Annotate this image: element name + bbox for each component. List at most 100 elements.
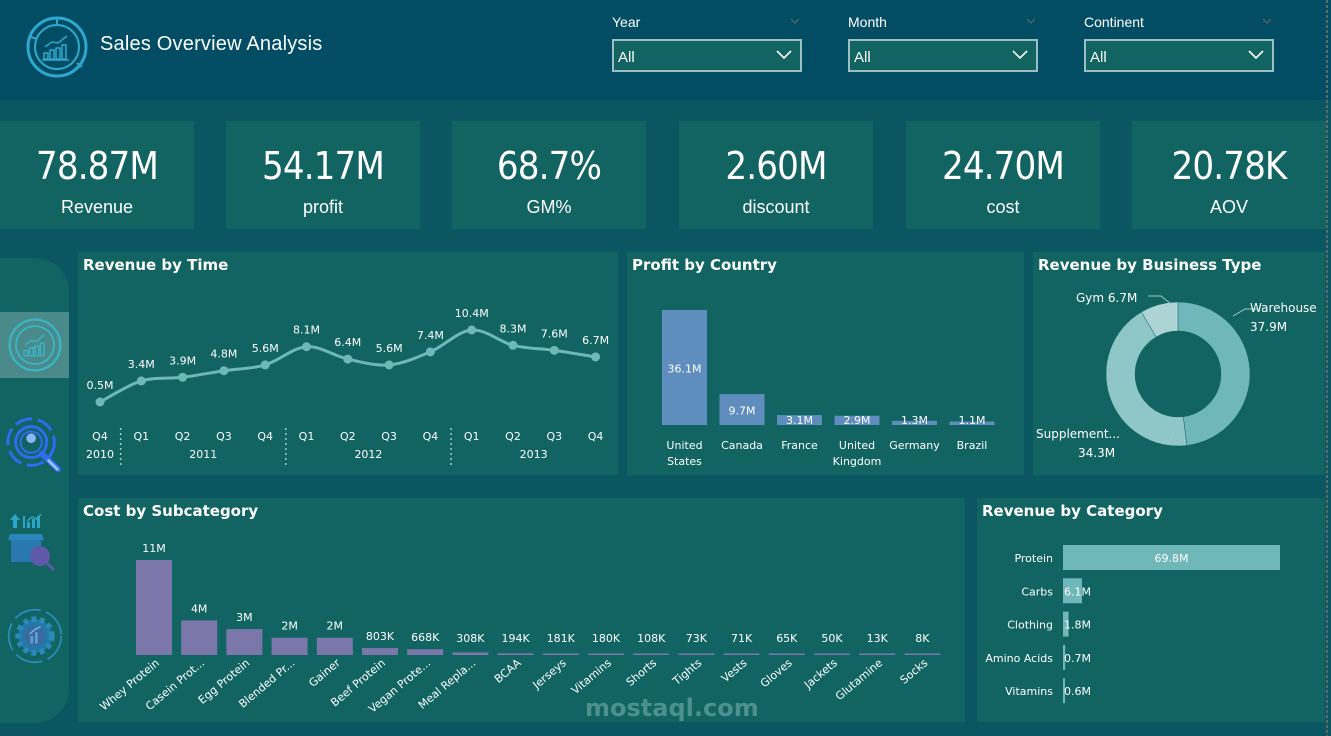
- kpi-label: discount: [742, 197, 810, 217]
- data-point: [260, 360, 270, 370]
- bar: [226, 629, 263, 655]
- data-label: 50K: [821, 632, 843, 645]
- bar: [407, 649, 444, 655]
- x-tick-label: Q4: [257, 430, 273, 443]
- x-tick-label: Gloves: [758, 656, 795, 690]
- chevron-down-icon[interactable]: [1262, 16, 1272, 26]
- y-tick-label: Amino Acids: [985, 652, 1053, 665]
- bar: [633, 653, 670, 655]
- kpi-card-cost: 24.70M cost: [906, 121, 1100, 229]
- x-tick-label: Shorts: [624, 656, 660, 689]
- data-point: [178, 372, 188, 382]
- continent-filter: Continent All: [1084, 14, 1274, 72]
- nav-customer-analysis[interactable]: [0, 413, 69, 479]
- year-dropdown[interactable]: All: [612, 39, 802, 72]
- bar: [859, 653, 896, 655]
- data-point: [508, 340, 518, 350]
- year-label: 2013: [520, 448, 548, 461]
- month-dropdown[interactable]: All: [848, 39, 1038, 72]
- data-label: 3.4M: [128, 358, 155, 371]
- donut-slice: [1141, 301, 1179, 338]
- data-label: 4M: [191, 602, 208, 615]
- data-label: 4.8M: [210, 348, 237, 361]
- data-label: 8K: [915, 632, 930, 645]
- x-tick-label: France: [781, 439, 818, 452]
- data-label: 6.1M: [1064, 585, 1091, 598]
- bar: [904, 653, 941, 655]
- nav-operations[interactable]: [0, 603, 69, 669]
- app-title: Sales Overview Analysis: [100, 33, 323, 55]
- month-dropdown-value: All: [854, 49, 871, 66]
- x-tick-label: United: [839, 439, 875, 452]
- data-point: [384, 360, 394, 370]
- x-tick-label: Q3: [546, 430, 562, 443]
- x-tick-label: States: [667, 455, 702, 468]
- x-tick-label: Germany: [889, 439, 940, 452]
- x-tick-label: Q1: [133, 430, 149, 443]
- kpi-label: Revenue: [60, 197, 134, 217]
- data-label: 803K: [366, 630, 395, 643]
- x-tick-label: Gainer: [306, 656, 343, 690]
- chevron-down-icon[interactable]: [1026, 16, 1036, 26]
- header-bar: Sales Overview Analysis Year All Month A…: [0, 0, 1331, 100]
- revenue-by-category-chart: Protein 69.8M Carbs 6.1M Clothing 1.8M Amino A…: [985, 545, 1280, 704]
- data-point: [95, 397, 105, 407]
- chart-title: Cost by Subcategory: [83, 502, 259, 520]
- bar: [362, 648, 398, 655]
- sales-overview-icon: [7, 318, 62, 372]
- kpi-value: 68.7%: [496, 144, 602, 188]
- nav-sales-overview[interactable]: [0, 312, 69, 378]
- cost-by-subcategory-card: Cost by Subcategory 11M Whey Protein 4M Cas…: [78, 498, 965, 722]
- y-tick-label: Protein: [1014, 552, 1053, 565]
- continent-dropdown[interactable]: All: [1084, 39, 1274, 72]
- data-label: 7.6M: [541, 327, 568, 340]
- bar: [136, 560, 172, 655]
- bar: [949, 421, 995, 425]
- x-tick-label: Jerseys: [530, 656, 569, 692]
- data-label: 1.3M: [901, 414, 928, 427]
- chart-growth-icon: [26, 16, 88, 78]
- slice-value: 34.3M: [1078, 446, 1115, 460]
- month-filter-label: Month: [848, 14, 887, 30]
- customer-search-icon: [5, 417, 61, 473]
- data-label: 180K: [592, 632, 621, 645]
- x-tick-label: Kingdom: [833, 455, 882, 468]
- y-tick-label: Vitamins: [1005, 685, 1053, 698]
- slice-value: 37.9M: [1250, 320, 1287, 334]
- bar: [181, 620, 218, 655]
- page-navigation: [0, 258, 69, 723]
- bar: [662, 310, 707, 425]
- profit-by-country-chart: 36.1M United States 9.7M Canada 3.1M France 2.9…: [662, 310, 995, 468]
- data-point: [425, 347, 435, 357]
- revenue-by-business-type-card: Revenue by Business Type Warehouse 37.9M G…: [1033, 252, 1325, 475]
- data-point: [591, 352, 601, 362]
- data-label: 2M: [281, 620, 298, 633]
- bar: [497, 653, 534, 655]
- bar: [723, 653, 760, 655]
- chevron-down-icon[interactable]: [790, 16, 800, 26]
- bar: [777, 415, 822, 425]
- donut-slice: [1105, 311, 1188, 447]
- nav-product-analysis[interactable]: [0, 510, 69, 576]
- kpi-value: 78.87M: [35, 144, 159, 188]
- year-filter-label: Year: [612, 14, 641, 30]
- data-label: 5.6M: [252, 342, 279, 355]
- data-label: 9.7M: [729, 405, 756, 418]
- data-label: 69.8M: [1155, 552, 1189, 565]
- data-label: 308K: [456, 632, 485, 645]
- chart-title: Revenue by Time: [83, 256, 229, 274]
- x-tick-label: Jackets: [801, 656, 840, 692]
- data-label: 8.3M: [500, 322, 527, 335]
- bar: [316, 637, 353, 655]
- data-label: 11M: [142, 542, 166, 555]
- donut-slice: [1177, 301, 1251, 446]
- continent-dropdown-value: All: [1090, 49, 1107, 66]
- x-tick-label: Q1: [464, 430, 480, 443]
- data-label: 73K: [686, 632, 708, 645]
- bar: [814, 653, 850, 655]
- revenue-by-business-type-chart: Warehouse 37.9M Gym 6.7M Supplement... 34.3M: [1036, 291, 1317, 460]
- bar: [678, 653, 715, 655]
- data-label: 3M: [236, 611, 253, 624]
- bar: [588, 653, 624, 655]
- bar: [452, 652, 489, 655]
